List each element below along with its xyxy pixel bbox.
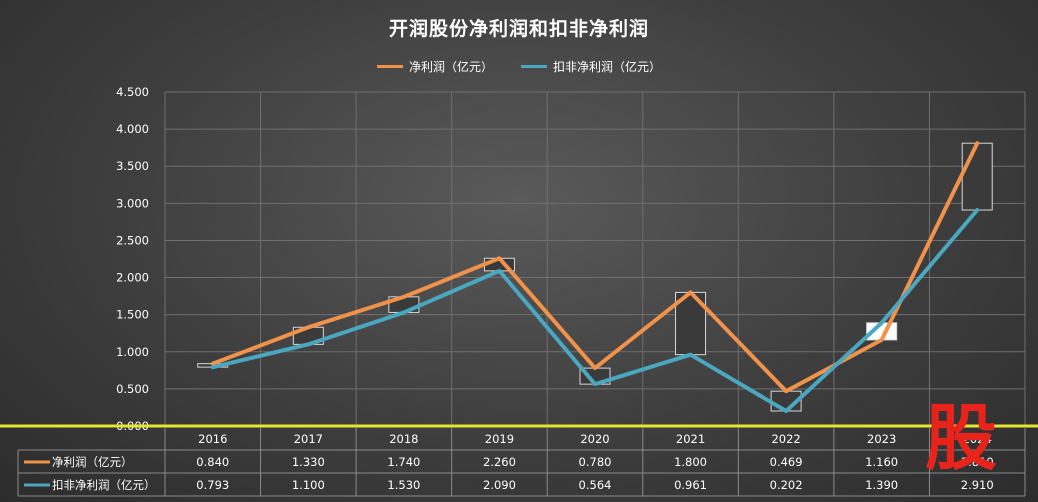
- legend-label-deducted-net-profit: 扣非净利润（亿元）: [553, 60, 662, 74]
- data-point: [880, 338, 884, 342]
- x-tick-label: 2016: [198, 432, 227, 446]
- x-tick-label: 2023: [867, 432, 896, 446]
- x-tick-label: 2018: [389, 432, 418, 446]
- data-label: 0.961: [674, 478, 707, 492]
- x-tick-label: 2021: [676, 432, 705, 446]
- legend-swatch-net-profit: [376, 65, 403, 68]
- data-label: 0.564: [579, 478, 612, 492]
- data-label: 2.910: [961, 478, 994, 492]
- data-point: [975, 141, 979, 145]
- data-label: 1.160: [865, 455, 898, 469]
- data-point: [211, 365, 215, 369]
- x-tick-label: 2020: [580, 432, 609, 446]
- data-label: 1.530: [387, 478, 420, 492]
- data-label: 2.090: [483, 478, 516, 492]
- data-point: [306, 342, 310, 346]
- data-label: 3.810: [961, 455, 994, 469]
- legend: 净利润（亿元） 扣非净利润（亿元）: [0, 58, 1038, 75]
- watermark-logo: 股: [925, 396, 998, 480]
- data-label: 1.740: [387, 455, 420, 469]
- data-label: 0.780: [579, 455, 612, 469]
- data-point: [306, 325, 310, 329]
- y-tick-label: 1.500: [116, 308, 149, 322]
- series-line-net-profit: [210, 141, 980, 394]
- legend-label-net-profit: 净利润（亿元）: [408, 60, 493, 74]
- data-point: [784, 389, 788, 393]
- y-tick-label: 3.000: [116, 196, 149, 210]
- x-tick-label: 2019: [485, 432, 514, 446]
- data-point: [402, 310, 406, 314]
- data-label: 1.390: [865, 478, 898, 492]
- legend-item-deducted-net-profit: 扣非净利润（亿元）: [521, 58, 661, 75]
- data-point: [880, 321, 884, 325]
- data-point: [593, 366, 597, 370]
- x-tick-label: 2022: [771, 432, 800, 446]
- table-series-name: 净利润（亿元）: [52, 455, 133, 469]
- x-tick-label: 2024: [963, 432, 992, 446]
- data-point: [593, 382, 597, 386]
- data-point: [497, 256, 501, 260]
- data-point: [402, 295, 406, 299]
- y-tick-label: 4.500: [116, 85, 149, 99]
- data-point: [689, 290, 693, 294]
- y-tick-label: 1.000: [116, 345, 149, 359]
- data-point: [689, 353, 693, 357]
- chart-title: 开润股份净利润和扣非净利润: [388, 18, 649, 40]
- data-point: [211, 362, 215, 366]
- data-label: 0.469: [770, 455, 803, 469]
- y-tick-label: 3.500: [116, 159, 149, 173]
- data-point: [497, 269, 501, 273]
- data-label: 1.330: [292, 455, 325, 469]
- data-label: 1.100: [292, 478, 325, 492]
- data-label: 1.800: [674, 455, 707, 469]
- data-label: 2.260: [483, 455, 516, 469]
- y-tick-label: 2.000: [116, 271, 149, 285]
- data-point: [784, 409, 788, 413]
- y-tick-label: 0.500: [116, 382, 149, 396]
- y-tick-label: 4.000: [116, 122, 149, 136]
- legend-item-net-profit: 净利润（亿元）: [376, 58, 493, 75]
- x-tick-label: 2017: [294, 432, 323, 446]
- legend-swatch-deducted-net-profit: [521, 65, 547, 68]
- data-label: 0.840: [196, 455, 229, 469]
- data-point: [975, 208, 979, 212]
- data-label: 0.793: [196, 478, 229, 492]
- y-tick-label: 2.500: [116, 233, 149, 247]
- data-label: 0.202: [770, 478, 803, 492]
- table-series-name: 扣非净利润（亿元）: [52, 478, 156, 492]
- updown-bar: [961, 142, 993, 211]
